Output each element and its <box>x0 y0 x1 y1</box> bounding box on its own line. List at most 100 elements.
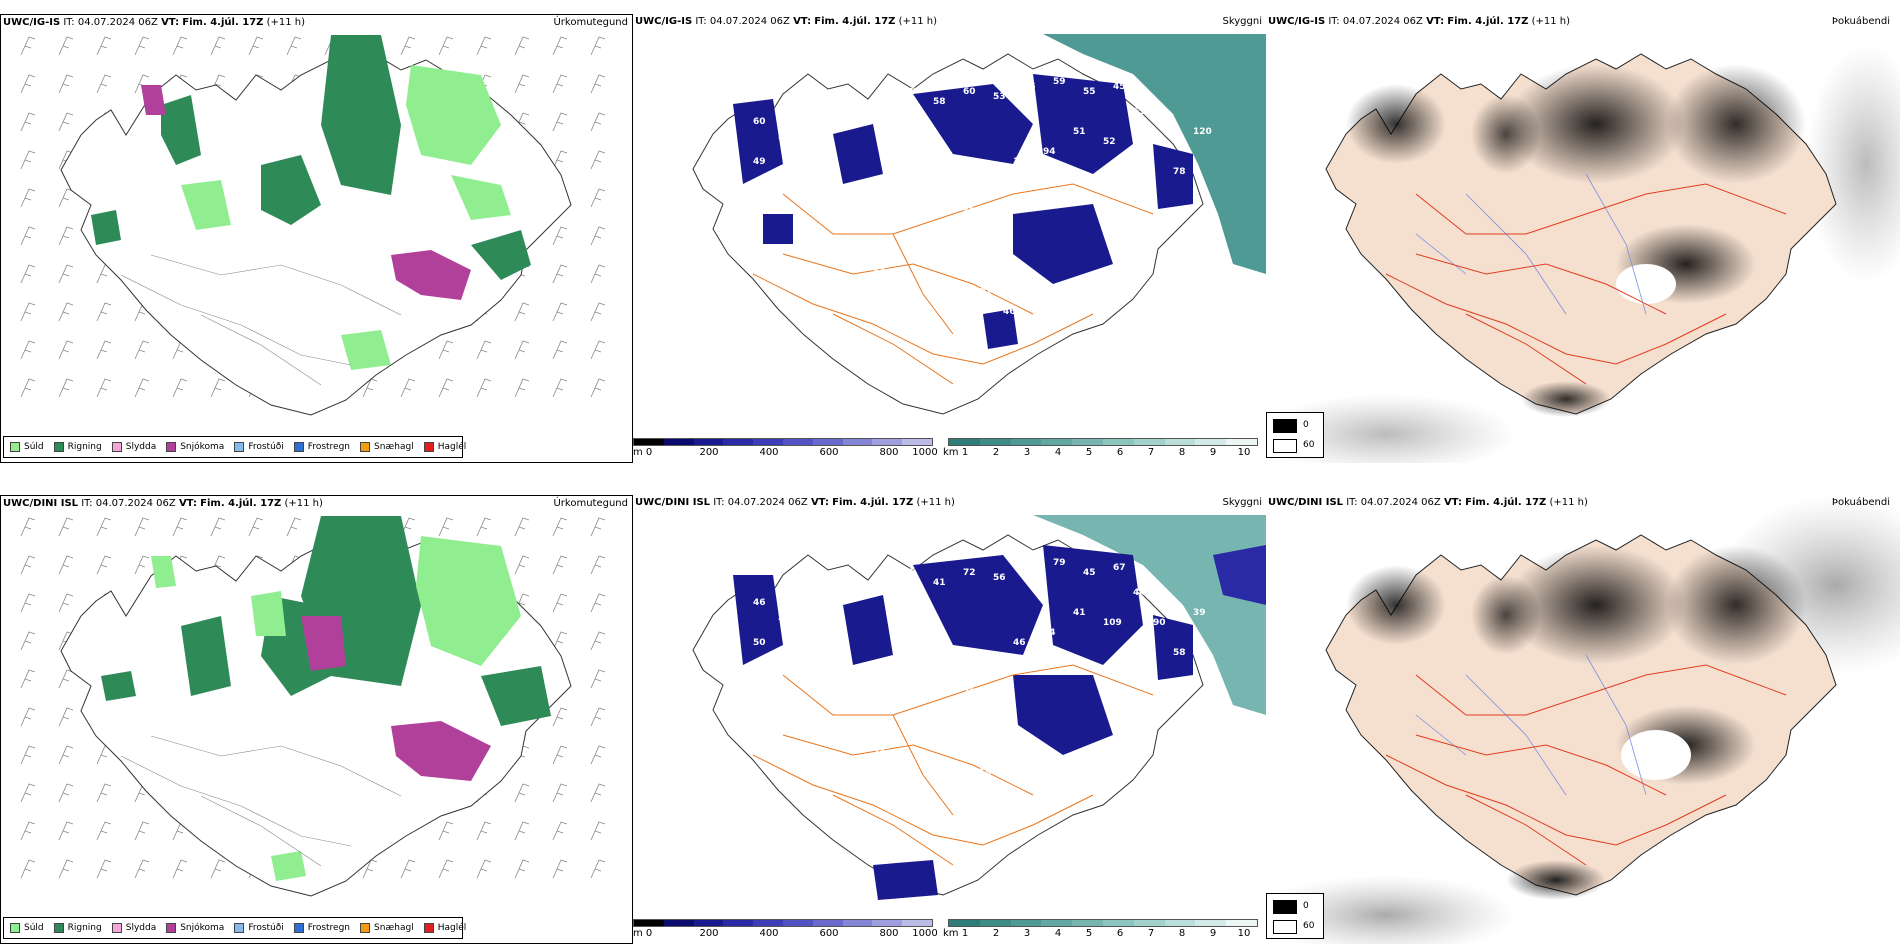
cloud-base-value: 55 <box>903 568 916 578</box>
height-colorbar-bar <box>633 438 933 446</box>
legend-label: Snjókoma <box>180 442 225 452</box>
wind-barb <box>476 378 492 398</box>
wind-barb <box>476 821 492 841</box>
tick-label: 1000 <box>912 447 938 458</box>
wind-barb <box>20 555 36 575</box>
height-colorbar-bin <box>812 439 843 445</box>
roads <box>120 735 402 867</box>
height-colorbar-bin <box>663 920 694 926</box>
cloud-base-value: 50 <box>753 543 766 553</box>
wind-barb <box>172 517 188 537</box>
legend-label: Frostregn <box>307 442 351 452</box>
visibility-ticks: 1 2 3 4 5 6 7 8 9 10 <box>943 928 1266 940</box>
cloud-base-value: 44 <box>1133 588 1146 598</box>
cloud-base-value: 72 <box>933 227 946 237</box>
tick-label: 600 <box>819 447 839 458</box>
cloud-base-value: 41 <box>933 578 946 588</box>
vis-colorbar-bin <box>1010 920 1042 926</box>
height-colorbar-bin <box>842 920 873 926</box>
wind-barb <box>134 821 150 841</box>
vis-colorbar-bin <box>979 920 1011 926</box>
wind-barb <box>58 821 74 841</box>
wind-barb <box>476 859 492 879</box>
legend-item: Frostregn <box>293 923 351 933</box>
legend-label: Súld <box>24 442 44 452</box>
wind-barb <box>134 340 150 360</box>
sea-visibility-area <box>1033 515 1266 715</box>
drizzle-area <box>251 591 286 636</box>
vis-colorbar-bin <box>1164 920 1196 926</box>
wind-barb <box>20 593 36 613</box>
wind-barb <box>58 36 74 56</box>
wind-barb <box>590 517 606 537</box>
fog-areas <box>1346 64 1806 417</box>
cloud-base-value: 56 <box>983 658 996 668</box>
tick-label: 0 <box>645 447 653 458</box>
cloud-base-value: 78 <box>963 688 976 698</box>
wind-barb <box>134 378 150 398</box>
drizzle-area <box>271 851 306 881</box>
height-ticks: 0 200 400 600 800 1000 <box>633 447 943 459</box>
wind-barb <box>58 74 74 94</box>
wind-barb <box>590 36 606 56</box>
legend-item: Súld <box>10 923 44 933</box>
wind-barb <box>590 859 606 879</box>
wind-barb <box>552 745 568 765</box>
height-colorbar: m 0 200 400 600 800 1000 <box>633 919 943 941</box>
fog-map <box>1266 44 1900 463</box>
vis-colorbar-bin <box>1102 920 1134 926</box>
snow-area <box>391 721 491 781</box>
legend-label: Frostregn <box>307 923 351 933</box>
tick-label: 2 <box>992 928 1000 939</box>
wind-barb <box>58 112 74 132</box>
fog-legend-label: 60 <box>1303 440 1315 450</box>
wind-barb <box>400 378 416 398</box>
height-unit: m <box>633 928 643 939</box>
cloud-areas <box>733 545 1193 900</box>
cloud-base-value: 52 <box>1103 137 1116 147</box>
vis-colorbar-bin <box>1072 439 1103 445</box>
cloud-base-value: 293 <box>778 613 797 623</box>
wind-barb <box>552 340 568 360</box>
wind-barb <box>58 593 74 613</box>
wind-barb <box>552 707 568 727</box>
wind-barb <box>20 340 36 360</box>
wind-barb <box>514 783 530 803</box>
wind-barb <box>58 669 74 689</box>
cloud-base-value: 166 <box>1013 157 1032 167</box>
cloud-base-value: 49 <box>773 77 786 87</box>
wind-barb <box>552 593 568 613</box>
rain-area <box>101 671 136 701</box>
legend-label: Snæhagl <box>374 442 414 452</box>
cloud-base-value: 46 <box>1133 638 1146 648</box>
field-name: Skyggni <box>1222 497 1262 508</box>
wind-barb <box>20 226 36 246</box>
wind-barb <box>20 378 36 398</box>
cloud-base-value: 60 <box>753 117 766 127</box>
tick-label: 6 <box>1116 447 1124 458</box>
height-colorbar-bin <box>634 439 664 445</box>
vis-colorbar-bin <box>1226 920 1257 926</box>
vis-colorbar-bin <box>949 439 980 445</box>
panel-header: UWC/DINI ISL IT: 04.07.2024 06Z VT: Fim.… <box>3 498 323 509</box>
legend-swatch <box>111 442 122 452</box>
wind-barb <box>20 821 36 841</box>
legend-item: Snjókoma <box>166 923 224 933</box>
cloud-base-value: 65 <box>728 538 741 548</box>
cloud-base-value: 101 <box>973 287 992 297</box>
cloud-base-value: 93 <box>753 62 766 72</box>
wind-barb <box>400 36 416 56</box>
wind-barb <box>58 302 74 322</box>
cloud-base-value: 97 <box>728 57 741 67</box>
cloud-base-value: 78 <box>813 237 826 247</box>
legend-item: Snæhagl <box>360 442 414 452</box>
wind-barb <box>438 340 454 360</box>
cloud-base-value: 60 <box>728 563 741 573</box>
wind-barb <box>286 36 302 56</box>
rain-area <box>161 95 201 165</box>
rain-area <box>261 155 321 225</box>
legend-swatch <box>234 442 245 452</box>
tick-label: 4 <box>1054 928 1062 939</box>
wind-barb <box>552 555 568 575</box>
tick-label: 800 <box>879 928 899 939</box>
